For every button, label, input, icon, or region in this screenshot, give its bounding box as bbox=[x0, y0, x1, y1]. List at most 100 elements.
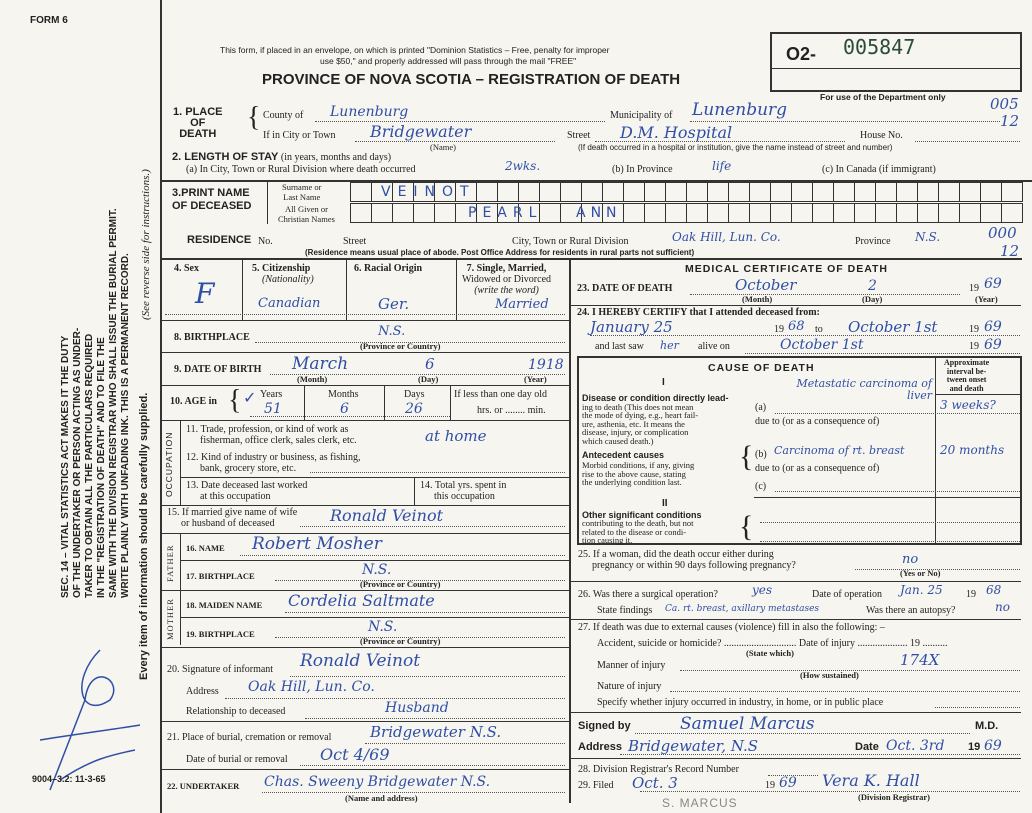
registrar-signature: Vera K. Hall bbox=[822, 771, 920, 790]
q13-label: 13. Date deceased last worked at this occ… bbox=[186, 480, 307, 502]
letter-box[interactable] bbox=[602, 182, 624, 202]
letter-box[interactable] bbox=[686, 203, 708, 223]
spouse-value: Ronald Veinot bbox=[330, 506, 444, 525]
letter-box[interactable] bbox=[623, 203, 645, 223]
last-saw-value: October 1st bbox=[780, 337, 864, 353]
letter-box[interactable] bbox=[686, 182, 708, 202]
letter-box[interactable] bbox=[959, 182, 981, 202]
letter-box[interactable] bbox=[707, 203, 729, 223]
informant-address-value: Oak Hill, Lun. Co. bbox=[248, 679, 375, 695]
text: the mode of dying, e.g., heart fail- bbox=[582, 410, 699, 421]
brace: { bbox=[739, 510, 754, 543]
letter-box[interactable] bbox=[959, 203, 981, 223]
letter-box[interactable] bbox=[371, 203, 393, 223]
letter-box[interactable] bbox=[1001, 203, 1023, 223]
signed-date-value: Oct. 3rd bbox=[886, 738, 945, 754]
letter-box[interactable] bbox=[476, 182, 498, 202]
letter-box[interactable] bbox=[392, 203, 414, 223]
letter-box[interactable] bbox=[791, 182, 813, 202]
given-names-input-grid[interactable] bbox=[350, 203, 1023, 223]
dotted-line bbox=[760, 522, 1020, 523]
father-birthplace-value: N.S. bbox=[362, 562, 392, 578]
marital-value: Married bbox=[495, 297, 549, 312]
divider bbox=[162, 180, 1032, 182]
mail-notice-1: This form, if placed in an envelope, on … bbox=[220, 45, 610, 55]
antecedent-text: Morbid conditions, if any, giving rise to… bbox=[582, 461, 694, 487]
citizenship-label: 5. Citizenship (Nationality) bbox=[252, 263, 314, 285]
letter-box[interactable] bbox=[770, 203, 792, 223]
letter-box[interactable] bbox=[623, 182, 645, 202]
letter-box[interactable] bbox=[917, 203, 939, 223]
form-title: PROVINCE OF NOVA SCOTIA – REGISTRATION O… bbox=[262, 71, 681, 88]
mother-maiden-name-value: Cordelia Saltmate bbox=[288, 591, 435, 610]
letter-box[interactable] bbox=[518, 182, 540, 202]
century: 19 bbox=[966, 589, 976, 600]
letter-box[interactable] bbox=[812, 182, 834, 202]
letter-box[interactable] bbox=[749, 203, 771, 223]
letter-box[interactable] bbox=[728, 203, 750, 223]
letter-box[interactable] bbox=[875, 182, 897, 202]
medical-certificate-title: MEDICAL CERTIFICATE OF DEATH bbox=[685, 263, 888, 275]
letter-box[interactable] bbox=[707, 182, 729, 202]
label: 11. Trade, profession, or kind of work a… bbox=[186, 424, 349, 435]
letter-box[interactable] bbox=[434, 203, 456, 223]
letter-box[interactable] bbox=[833, 203, 855, 223]
label-line: All Given or bbox=[284, 204, 328, 214]
divider bbox=[180, 560, 569, 561]
letter-box[interactable] bbox=[749, 182, 771, 202]
letter-box[interactable] bbox=[350, 203, 372, 223]
province-hint: (Province or Country) bbox=[360, 341, 441, 351]
divider bbox=[935, 356, 936, 545]
stay-province-value: life bbox=[712, 159, 732, 173]
county-label: County of bbox=[263, 110, 304, 121]
letter-box[interactable] bbox=[581, 182, 603, 202]
letter-box[interactable] bbox=[854, 182, 876, 202]
letter-box[interactable] bbox=[917, 182, 939, 202]
letter-box[interactable] bbox=[938, 182, 960, 202]
municipality-value: Lunenburg bbox=[692, 100, 788, 120]
months-label: Months bbox=[328, 389, 359, 400]
county-line bbox=[315, 121, 605, 122]
letter-box[interactable] bbox=[980, 203, 1002, 223]
letter-box[interactable] bbox=[980, 182, 1002, 202]
divider bbox=[571, 581, 1021, 582]
relationship-label: Relationship to deceased bbox=[186, 706, 286, 717]
letter-box[interactable] bbox=[770, 182, 792, 202]
length-of-stay-label: 2. LENGTH OF STAY (in years, months and … bbox=[172, 151, 391, 164]
letter-box[interactable] bbox=[665, 182, 687, 202]
surname-input-grid[interactable] bbox=[350, 182, 1023, 202]
century: 19 bbox=[765, 780, 775, 791]
burial-date-value: Oct 4/69 bbox=[320, 745, 390, 764]
letter-box[interactable] bbox=[938, 203, 960, 223]
letter-box[interactable] bbox=[896, 203, 918, 223]
letter-box[interactable] bbox=[497, 182, 519, 202]
dotted-line bbox=[300, 526, 565, 527]
letter-box[interactable] bbox=[350, 182, 372, 202]
letter-box[interactable] bbox=[644, 203, 666, 223]
letter-box[interactable] bbox=[413, 203, 435, 223]
label: 15. If married give name of wife bbox=[167, 507, 298, 518]
century: 19 bbox=[969, 324, 979, 335]
dept-code-1b: 12 bbox=[1000, 112, 1020, 130]
dotted-line bbox=[855, 569, 1020, 570]
letter-box[interactable] bbox=[875, 203, 897, 223]
letter-box[interactable] bbox=[791, 203, 813, 223]
letter-box[interactable] bbox=[560, 182, 582, 202]
label: and death bbox=[949, 383, 984, 393]
letter-box[interactable] bbox=[539, 182, 561, 202]
dotted-line bbox=[255, 342, 565, 343]
letter-box[interactable] bbox=[728, 182, 750, 202]
letter-box[interactable] bbox=[1001, 182, 1023, 202]
date-of-death-label: 23. DATE OF DEATH bbox=[577, 283, 673, 294]
letter-box[interactable] bbox=[644, 182, 666, 202]
label: 7. Single, Married, bbox=[466, 263, 547, 274]
century: 19 bbox=[910, 638, 920, 649]
letter-box[interactable] bbox=[812, 203, 834, 223]
letter-box[interactable] bbox=[833, 182, 855, 202]
letter-box[interactable] bbox=[896, 182, 918, 202]
letter-box[interactable] bbox=[854, 203, 876, 223]
letter-box[interactable] bbox=[665, 203, 687, 223]
day-hint: (Day) bbox=[862, 294, 883, 304]
burial-place-value: Bridgewater N.S. bbox=[370, 723, 502, 741]
birthplace-value: N.S. bbox=[378, 324, 406, 339]
